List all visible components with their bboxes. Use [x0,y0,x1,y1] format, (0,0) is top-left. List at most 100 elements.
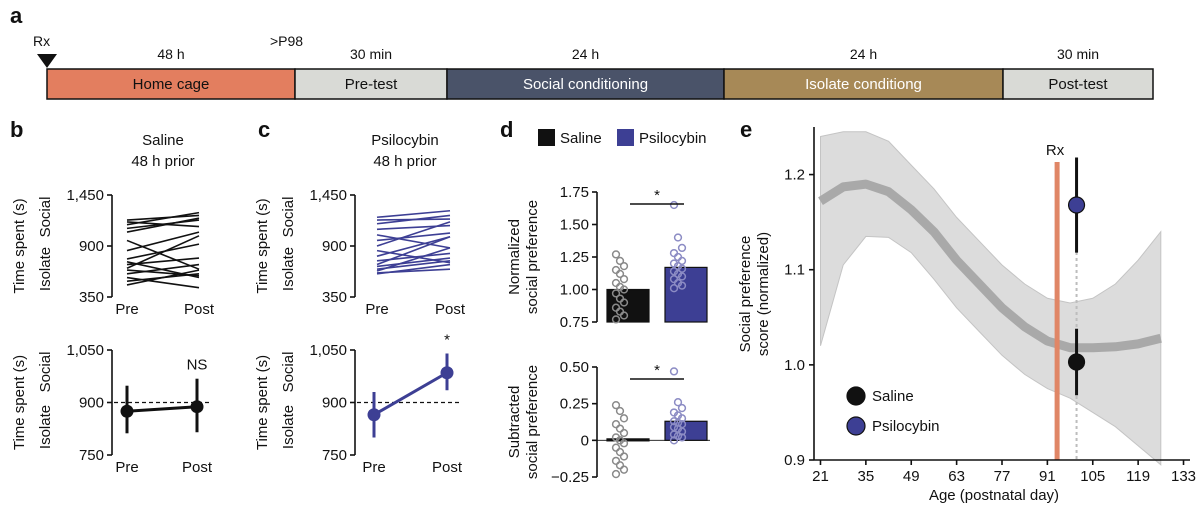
d-bottom-data-point [611,469,621,479]
d-bottom-data-point [615,406,625,416]
c-top-x-label-post: Post [435,301,466,318]
e-y-tick-label: 1.0 [784,357,805,374]
panel-e: Rx 0.9 1.0 1.1 1.2 21 35 49 63 77 91 105 119 133 Age (… [737,127,1196,504]
d-top-data-point [619,285,629,294]
b-top-animal-line [126,211,200,226]
e-fit-line [818,179,1162,353]
panel-c-title: Psilocybin [371,132,439,149]
b-bottom-y-tick-label: 1,050 [66,342,104,359]
d-bottom-ylabel-line1: Subtracted [506,386,523,459]
timeline-segment-label-0: Home cage [133,76,210,93]
timeline-duration-2: 24 h [572,46,599,62]
b-top-animal-line [126,269,200,286]
e-x-tick-label: 91 [1039,468,1056,485]
d-bottom-data-point [611,456,621,466]
d-top-data-point [669,248,679,258]
d-bottom-data-point [669,417,679,426]
timeline-duration-0: 48 h [157,46,184,62]
d-bottom-y-tick-label: 0.50 [560,359,589,376]
b-bottom-x-label-pre: Pre [115,459,138,476]
e-y-tick-label: 0.9 [784,452,805,469]
e-ylabel-line1: Social preference [737,236,754,353]
d-bottom-significance-star: * [654,362,660,379]
d-bottom-ylabel-line2: social preference [524,365,541,479]
b-top-y-tick-label: 1,450 [66,187,104,204]
d-top-y-tick-label: 0.75 [560,314,589,331]
timeline-segment-4 [1002,68,1154,100]
d-bottom-data-point [669,436,679,445]
b-bottom-x-label-post: Post [182,459,213,476]
d-bottom-data-point [619,414,629,423]
timeline-segment-label-1: Pre-test [345,76,398,93]
d-top-data-point [611,250,621,259]
timeline-duration-1: 30 min [350,46,392,62]
b-top-animal-line [126,239,200,270]
timeline-rx-arrow-icon [37,54,57,68]
d-bottom-y-tick-label: 0.25 [560,396,589,413]
c-top-animal-line [376,221,451,247]
c-top-animal-line [376,263,451,275]
c-bottom-y-tick-label: 900 [322,395,347,412]
b-top-ylabel-top: Social [37,197,54,238]
d-top-data-point [611,278,621,288]
b-bottom-ylabel-top: Social [37,352,54,393]
panel-c: Psilocybin 48 h prior 1,450 900 350 Time sp… [254,132,466,476]
b-top-animal-line [126,231,200,252]
c-top-animal-line [376,209,451,219]
b-top-x-label-post: Post [184,301,215,318]
d-bottom-data-point [615,424,625,433]
c-top-animal-line [376,214,451,225]
timeline-segment-1 [294,68,448,100]
c-top-animal-line [376,247,451,272]
timeline-segment-label-3: Isolate conditiong [805,76,922,93]
d-top-data-point [619,311,629,320]
d-bottom-y-tick-label: −0.25 [551,469,589,486]
b-bottom-y-tick-label: 750 [79,447,104,464]
e-legend-label-psilocybin: Psilocybin [872,418,940,435]
timeline-segment-label-4: Post-test [1048,76,1108,93]
legend-swatch-psilocybin [617,129,634,146]
panel-b-title: Saline [142,132,184,149]
c-top-animal-line [376,235,451,266]
c-bottom-y-tick-label: 1,050 [309,342,347,359]
d-top-data-point [619,298,629,307]
d-bottom-data-point [619,428,629,438]
panel-b-subtitle: 48 h prior [131,153,194,170]
d-bottom-data-point [669,430,679,439]
d-top-data-point [677,243,687,253]
e-point-saline [1067,353,1086,371]
d-top-data-point [669,284,679,293]
d-top-y-tick-label: 1.00 [560,282,589,299]
c-bottom-x-label-post: Post [432,459,463,476]
b-top-x-label-pre: Pre [115,301,138,318]
legend-label-psilocybin: Psilocybin [639,130,707,147]
d-bottom-data-point [677,403,687,413]
c-top-animal-line [376,232,451,242]
c-bottom-y-tick-label: 750 [322,447,347,464]
e-legend-marker-saline [846,386,866,406]
d-bottom-data-point [677,433,687,442]
e-x-tick-label: 105 [1080,468,1105,485]
b-top-animal-line [126,219,200,230]
c-top-y-tick-label: 1,450 [309,187,347,204]
d-top-data-point [677,256,687,266]
d-top-data-point [615,269,625,279]
c-bottom-x-label-pre: Pre [362,459,385,476]
d-bottom-data-point [611,443,621,452]
d-top-data-point [611,265,621,275]
panel-b: Saline 48 h prior 1,450 900 350 Time spent … [11,132,215,476]
c-top-x-label-pre: Pre [365,301,388,318]
panel-letter-c: c [258,117,270,142]
e-xlabel: Age (postnatal day) [929,487,1059,504]
c-top-ylabel-top: Social [280,197,297,238]
timeline-segment-0 [46,68,296,100]
d-top-data-point [677,264,687,273]
timeline-rx-label: Rx [33,33,50,49]
e-legend-label-saline: Saline [872,388,914,405]
e-point-psilocybin [1067,196,1086,214]
e-ylabel-line2: score (normalized) [755,232,772,356]
d-top-data-point [673,233,683,242]
c-bottom-mean-line [373,371,448,417]
e-legend-marker-psilocybin [846,416,866,436]
